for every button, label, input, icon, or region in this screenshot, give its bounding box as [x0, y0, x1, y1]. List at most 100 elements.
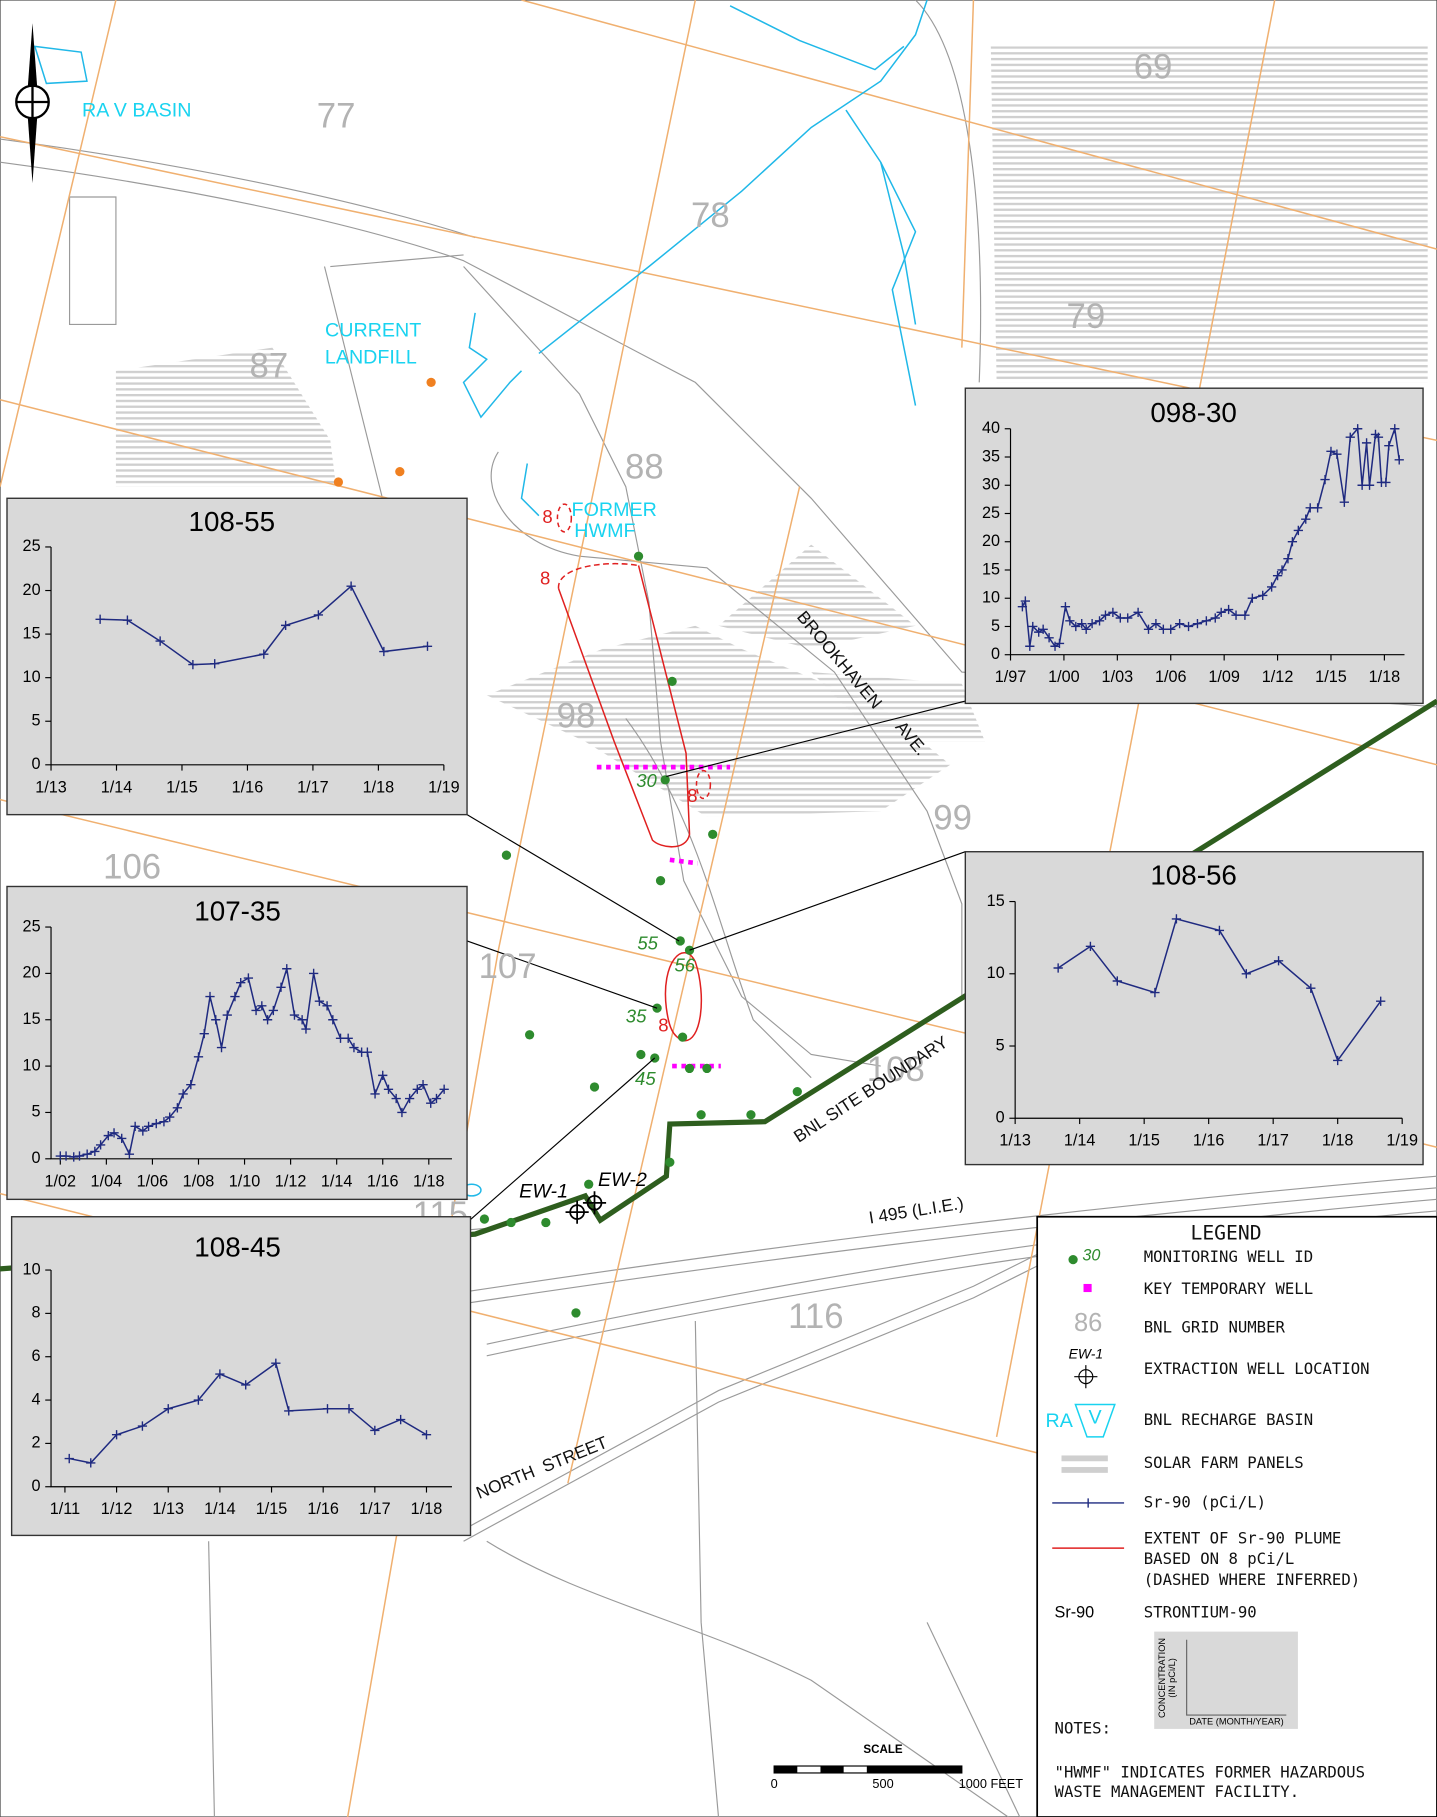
scale-label: 500 — [872, 1776, 893, 1791]
x-tick-label: 1/15 — [1315, 668, 1347, 686]
x-tick-label: 1/06 — [1155, 668, 1187, 686]
y-tick-label: 15 — [987, 892, 1005, 910]
chart-panel — [7, 498, 467, 814]
y-tick-label: 25 — [23, 537, 41, 555]
place-label: LANDFILL — [325, 346, 417, 368]
x-tick-label: 1/16 — [1193, 1132, 1225, 1150]
y-tick-label: 20 — [23, 964, 41, 982]
y-tick-label: 15 — [23, 624, 41, 642]
y-tick-label: 25 — [982, 504, 1000, 522]
x-tick-label: 1/18 — [1322, 1132, 1354, 1150]
x-tick-label: 1/11 — [50, 1500, 80, 1518]
y-tick-label: 10 — [987, 964, 1005, 982]
chart-panel — [965, 388, 1423, 703]
y-tick-label: 0 — [996, 1109, 1005, 1127]
x-tick-label: 1/13 — [152, 1500, 184, 1518]
x-tick-label: 1/14 — [101, 778, 133, 796]
x-tick-label: 1/97 — [995, 668, 1027, 686]
y-tick-label: 6 — [32, 1347, 41, 1365]
y-tick-label: 15 — [23, 1010, 41, 1028]
x-tick-label: 1/00 — [1048, 668, 1080, 686]
well-id: 35 — [626, 1005, 647, 1026]
y-tick-label: 5 — [991, 617, 1000, 635]
notes-title: NOTES: — [1055, 1718, 1111, 1737]
x-tick-label: 1/17 — [359, 1500, 391, 1518]
x-tick-label: 1/15 — [166, 778, 198, 796]
legend-label: EXTRACTION WELL LOCATION — [1144, 1359, 1370, 1378]
y-tick-label: 10 — [23, 1056, 41, 1074]
legend: LEGEND 30 MONITORING WELL ID KEY TEMPORA… — [1037, 1217, 1437, 1817]
y-tick-label: 10 — [982, 589, 1000, 607]
x-tick-label: 1/15 — [256, 1500, 288, 1518]
grid-number: 78 — [691, 197, 730, 235]
x-tick-label: 1/02 — [45, 1172, 77, 1190]
y-tick-label: 5 — [32, 712, 41, 730]
x-tick-label: 1/04 — [91, 1172, 123, 1190]
x-tick-label: 1/18 — [413, 1172, 445, 1190]
inset-chart: 108-560510151/131/141/151/161/171/181/19 — [965, 852, 1423, 1165]
legend-sample: 86 — [1074, 1309, 1102, 1337]
x-tick-label: 1/18 — [1369, 668, 1401, 686]
y-tick-label: 10 — [23, 668, 41, 686]
note: WASTE MANAGEMENT FACILITY. — [1055, 1782, 1300, 1801]
y-tick-label: 25 — [23, 917, 41, 935]
x-tick-label: 1/09 — [1208, 668, 1240, 686]
scale-title: SCALE — [863, 1744, 903, 1756]
x-tick-label: 1/16 — [307, 1500, 339, 1518]
y-tick-label: 20 — [982, 532, 1000, 550]
grid-number: 87 — [250, 348, 289, 386]
scale-label: 0 — [771, 1776, 778, 1791]
chart-panel — [12, 1217, 471, 1536]
x-tick-label: 1/12 — [101, 1500, 133, 1518]
plume-label: 8 — [542, 506, 552, 527]
x-tick-label: 1/12 — [1262, 668, 1294, 686]
extraction-well-label: EW-1 — [519, 1181, 568, 1203]
place-label: CURRENT — [325, 320, 421, 342]
x-tick-label: 1/10 — [229, 1172, 261, 1190]
legend-title: LEGEND — [1190, 1222, 1261, 1245]
grid-number: 69 — [1134, 49, 1173, 87]
legend-sample: RA — [1046, 1410, 1074, 1432]
legend-label: BNL GRID NUMBER — [1144, 1317, 1286, 1336]
y-tick-label: 0 — [32, 1477, 41, 1495]
legend-sample: 30 — [1082, 1246, 1100, 1264]
well-id: 30 — [636, 770, 657, 791]
grid-number: 79 — [1067, 298, 1106, 336]
legend-label: (DASHED WHERE INFERRED) — [1144, 1570, 1360, 1589]
well-id: 55 — [637, 932, 658, 953]
legend-sample: V — [1089, 1407, 1103, 1429]
x-tick-label: 1/18 — [411, 1500, 443, 1518]
grid-number: 107 — [479, 948, 537, 986]
legend-sample: Sr-90 — [1055, 1603, 1095, 1621]
x-tick-label: 1/19 — [428, 778, 460, 796]
x-tick-label: 1/12 — [275, 1172, 307, 1190]
example-y-label: CONCENTRATION — [1157, 1638, 1167, 1718]
x-tick-label: 1/15 — [1128, 1132, 1160, 1150]
x-tick-label: 1/14 — [204, 1500, 236, 1518]
plume-label: 8 — [540, 567, 550, 588]
x-tick-label: 1/13 — [35, 778, 67, 796]
legend-label: BNL RECHARGE BASIN — [1144, 1410, 1313, 1429]
legend-label: MONITORING WELL ID — [1144, 1247, 1313, 1266]
grid-number: 88 — [625, 449, 664, 487]
inset-chart: 108-5505101520251/131/141/151/161/171/18… — [7, 498, 467, 814]
plume-label: 8 — [687, 785, 697, 806]
y-tick-label: 0 — [32, 1149, 41, 1167]
legend-sample: EW-1 — [1069, 1345, 1103, 1361]
extraction-well-label: EW-2 — [598, 1169, 647, 1191]
grid-number: 99 — [933, 800, 972, 838]
example-x-label: DATE (MONTH/YEAR) — [1189, 1716, 1284, 1726]
chart-title: 107-35 — [194, 895, 281, 926]
x-tick-label: 1/14 — [321, 1172, 353, 1190]
x-tick-label: 1/03 — [1102, 668, 1134, 686]
x-tick-label: 1/16 — [232, 778, 264, 796]
y-tick-label: 5 — [996, 1036, 1005, 1054]
place-label: HWMF — [574, 520, 635, 542]
legend-label: SOLAR FARM PANELS — [1144, 1453, 1304, 1472]
x-tick-label: 1/14 — [1064, 1132, 1096, 1150]
note: "HWMF" INDICATES FORMER HAZARDOUS — [1055, 1762, 1365, 1781]
grid-number: 106 — [103, 848, 161, 886]
x-tick-label: 1/13 — [999, 1132, 1031, 1150]
place-label: RA V BASIN — [82, 99, 191, 121]
chart-title: 098-30 — [1150, 397, 1237, 428]
